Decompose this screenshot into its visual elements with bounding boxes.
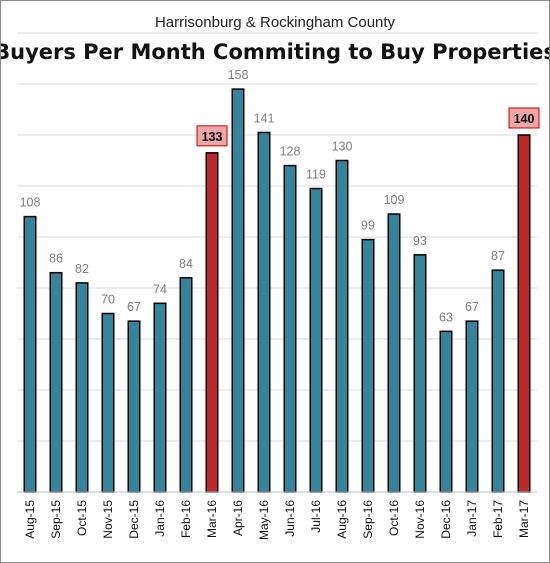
data-label: 70 (101, 293, 115, 307)
chart-subtitle: Harrisonburg & Rockingham County (155, 14, 396, 31)
x-tick-label: Mar-17 (517, 500, 531, 538)
bar-feb-16 (179, 277, 193, 493)
x-tick-label: Jul-16 (309, 500, 323, 533)
data-label: 109 (384, 193, 405, 207)
bar-dec-16 (439, 330, 453, 493)
bar-jun-16 (283, 164, 297, 493)
data-label: 67 (127, 300, 141, 314)
data-label: 82 (75, 262, 89, 276)
x-tick-label: Nov-15 (101, 500, 115, 539)
x-tick-label: Apr-16 (231, 500, 245, 536)
bar-mar-17 (517, 134, 531, 493)
bar-aug-16 (335, 159, 349, 493)
data-label: 99 (361, 219, 375, 233)
bar-feb-17 (491, 269, 505, 493)
data-label: 84 (179, 257, 193, 271)
x-tick-label: Dec-16 (439, 500, 453, 539)
data-label: 108 (20, 196, 41, 210)
data-label: 63 (439, 310, 453, 324)
x-tick-label: Mar-16 (205, 500, 219, 538)
x-tick-label: Jun-16 (283, 500, 297, 537)
x-tick-label: Aug-15 (23, 500, 37, 539)
bar-jul-16 (309, 187, 323, 493)
data-label-box (508, 107, 540, 129)
data-label: 86 (49, 252, 63, 266)
bar-oct-16 (387, 213, 401, 493)
x-tick-labels: Aug-15 Sep-15 Oct-15 Nov-15 Dec-15 Jan-16 Feb-… (23, 500, 531, 540)
data-label: 67 (465, 300, 479, 314)
gridlines (17, 32, 537, 442)
x-tick-label: Aug-16 (335, 500, 349, 539)
data-label-box (196, 125, 228, 147)
x-tick-label: Sep-15 (49, 500, 63, 539)
x-tick-label: Feb-16 (179, 500, 193, 538)
x-tick-label: Feb-17 (491, 500, 505, 538)
x-tick-label: Jan-16 (153, 500, 167, 537)
bar-aug-15 (23, 215, 37, 493)
data-label: 74 (153, 282, 167, 296)
bar-sep-16 (361, 238, 375, 493)
bar-nov-15 (101, 312, 115, 493)
bar-jan-17 (465, 320, 479, 493)
data-label: 130 (332, 140, 353, 154)
data-labels: 108 86 82 70 67 74 84 133 158 141 128 119 130 99 109 93… (20, 68, 540, 324)
data-label: 128 (280, 145, 301, 159)
data-label: 133 (202, 130, 223, 144)
bar-may-16 (257, 131, 271, 493)
data-label: 87 (491, 249, 505, 263)
x-tick-label: Jan-17 (465, 500, 479, 537)
bar-jan-16 (153, 302, 167, 493)
x-tick-label: Sep-16 (361, 500, 375, 539)
x-tick-label: Oct-15 (75, 500, 89, 536)
bar-sep-15 (49, 271, 63, 493)
bar-oct-15 (75, 282, 89, 493)
bar-nov-16 (413, 254, 427, 493)
data-label: 119 (306, 168, 326, 182)
chart-title: Buyers Per Month Commiting to Buy Proper… (1, 40, 549, 64)
x-tick-label: Dec-15 (127, 500, 141, 539)
data-label: 140 (514, 112, 535, 126)
bar-dec-15 (127, 320, 141, 493)
bar-mar-16 (205, 152, 219, 493)
x-tick-label: May-16 (257, 500, 271, 540)
x-tick-label: Oct-16 (387, 500, 401, 536)
bars (23, 88, 531, 493)
data-label: 158 (228, 68, 249, 82)
bar-apr-16 (231, 88, 245, 493)
data-label: 141 (254, 111, 275, 125)
x-tick-label: Nov-16 (413, 500, 427, 539)
data-label: 93 (413, 234, 427, 248)
